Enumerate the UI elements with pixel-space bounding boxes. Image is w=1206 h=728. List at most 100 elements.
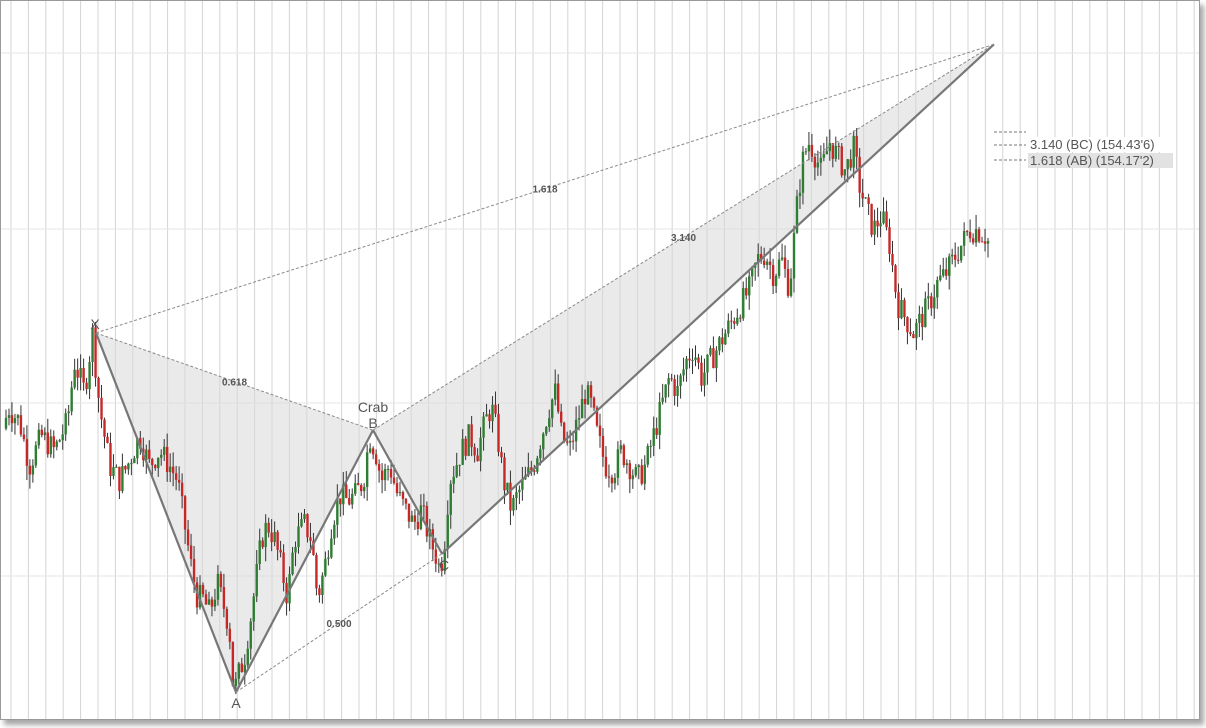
candle-body (974, 229, 978, 243)
candle-body (649, 445, 652, 447)
candle-body (512, 497, 515, 511)
candle-body (810, 144, 814, 157)
candle-body (443, 549, 446, 571)
candle-body (837, 145, 840, 147)
candle-body (488, 414, 491, 422)
candle-body (410, 515, 414, 522)
candle-body (858, 156, 861, 193)
candle-body (416, 521, 420, 530)
candle-body (222, 586, 226, 609)
candle-body (861, 192, 864, 199)
candle-body (207, 599, 211, 605)
candle-body (822, 154, 826, 158)
candle-body (831, 143, 835, 159)
candles (4, 128, 990, 695)
candle-body (327, 557, 330, 559)
candle-body (106, 436, 109, 444)
candle-body (945, 269, 948, 276)
candle-body (52, 436, 55, 448)
candle-body (476, 455, 479, 462)
candle-body (392, 477, 396, 484)
candle-body (291, 552, 294, 575)
projection-label-ab: 1.618 (AB) (154.17'2) (1030, 153, 1154, 168)
candle-body (610, 477, 614, 484)
candle-body (336, 498, 339, 525)
candle-body (733, 321, 736, 324)
candle-body (900, 299, 903, 319)
candle-body (380, 470, 384, 481)
candle-body (819, 157, 823, 163)
candle-body (177, 479, 181, 483)
candle-body (953, 254, 957, 260)
candle-body (939, 275, 942, 281)
candle-body (109, 443, 112, 477)
candle-body (530, 467, 533, 471)
candle-body (601, 435, 605, 457)
candle-body (703, 372, 706, 386)
candle-body (867, 197, 870, 204)
candle-body (124, 466, 127, 470)
candle-body (234, 678, 238, 686)
candle-body (756, 254, 760, 264)
candle-body (759, 254, 763, 261)
candle-body (834, 145, 837, 159)
candle-body (121, 466, 124, 492)
candle-body (300, 519, 303, 527)
leg-bc (372, 429, 443, 555)
candle-body (697, 357, 700, 363)
candle-body (682, 369, 685, 376)
bcd-triangle (373, 44, 994, 554)
candle-body (736, 317, 739, 324)
candle-body (825, 151, 829, 155)
ratio-line-ac (235, 553, 443, 693)
candle-body (494, 404, 497, 414)
candle-body (318, 588, 321, 596)
candle-body (368, 448, 372, 453)
candle-body (768, 261, 772, 265)
candle-body (395, 483, 399, 494)
candle-body (40, 429, 44, 436)
candle-body (324, 558, 327, 576)
candle-body (321, 575, 324, 596)
candle-body (28, 465, 32, 475)
candle-body (912, 334, 915, 339)
candle-body (249, 621, 252, 649)
candle-body (739, 317, 742, 319)
ratio-line-xb (95, 332, 374, 431)
candle-body (685, 358, 688, 370)
candle-body (503, 457, 506, 491)
candle-body (246, 648, 249, 665)
candle-body (458, 464, 461, 466)
candle-body (377, 463, 381, 471)
point-x-label: X (90, 316, 100, 332)
candle-body (294, 547, 297, 553)
candle-body (345, 484, 348, 498)
candle-body (813, 156, 817, 168)
candle-body (986, 240, 990, 244)
candle-body (631, 475, 635, 480)
candle-body (165, 446, 169, 473)
candle-body (240, 663, 244, 673)
candle-body (539, 449, 542, 459)
candle-body (473, 447, 476, 456)
candle-body (971, 238, 975, 243)
candle-body (676, 385, 679, 397)
candle-body (449, 483, 452, 515)
candle-body (154, 465, 157, 469)
candle-body (948, 256, 951, 276)
candle-body (583, 398, 587, 405)
candle-body (786, 268, 790, 296)
candle-body (407, 503, 411, 522)
candle-body (709, 348, 712, 355)
candle-body (13, 418, 17, 424)
candle-body (846, 159, 849, 170)
candle-body (580, 398, 584, 419)
candle-body (434, 549, 438, 564)
candle-body (19, 415, 23, 435)
candle-body (157, 457, 160, 469)
candle-body (670, 378, 673, 380)
candle-body (46, 432, 49, 455)
candle-body (658, 401, 661, 435)
candle-body (664, 384, 667, 398)
candle-body (342, 484, 345, 505)
